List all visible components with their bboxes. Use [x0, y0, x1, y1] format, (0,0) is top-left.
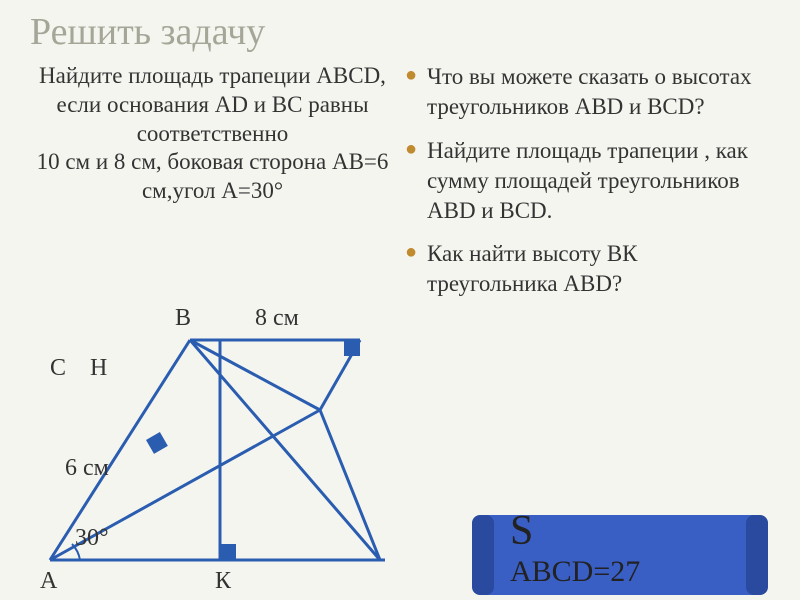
list-item: Найдите площадь трапеции , как сумму пло… [405, 136, 770, 226]
list-item: Что вы можете сказать о высотах треуголь… [405, 62, 770, 122]
content-columns: Найдите площадь трапеции ABCD, если осно… [30, 62, 770, 313]
right-column: Что вы можете сказать о высотах треуголь… [405, 62, 770, 313]
left-column: Найдите площадь трапеции ABCD, если осно… [30, 62, 395, 313]
label-6cm: 6 см [65, 455, 109, 482]
geometry-diagram: В 8 см С Н 6 см 30° А К [20, 300, 400, 590]
answer-s: S [510, 507, 533, 555]
problem-text-1: Найдите площадь трапеции ABCD, если осно… [30, 62, 395, 148]
answer-abcd: ABCD [510, 555, 593, 588]
label-k: К [215, 568, 231, 595]
answer-box: S ABCD=27 [480, 515, 760, 595]
label-b: В [175, 305, 191, 332]
scroll-decor-right [746, 515, 768, 595]
label-ch: С Н [50, 355, 107, 382]
label-8cm: 8 см [255, 305, 299, 332]
answer-eq: =27 [593, 555, 640, 588]
problem-text-2: 10 см и 8 см, боковая сторона АВ=6 см,уг… [30, 148, 395, 206]
list-item: Как найти высоту ВК треугольника ABD? [405, 239, 770, 299]
slide-title: Решить задачу [30, 10, 770, 54]
scroll-decor-left [472, 515, 494, 595]
label-a: А [40, 568, 57, 595]
answer-subscript: ABCD=27 [510, 555, 640, 589]
label-angle: 30° [75, 525, 109, 552]
questions-list: Что вы можете сказать о высотах треуголь… [405, 62, 770, 299]
